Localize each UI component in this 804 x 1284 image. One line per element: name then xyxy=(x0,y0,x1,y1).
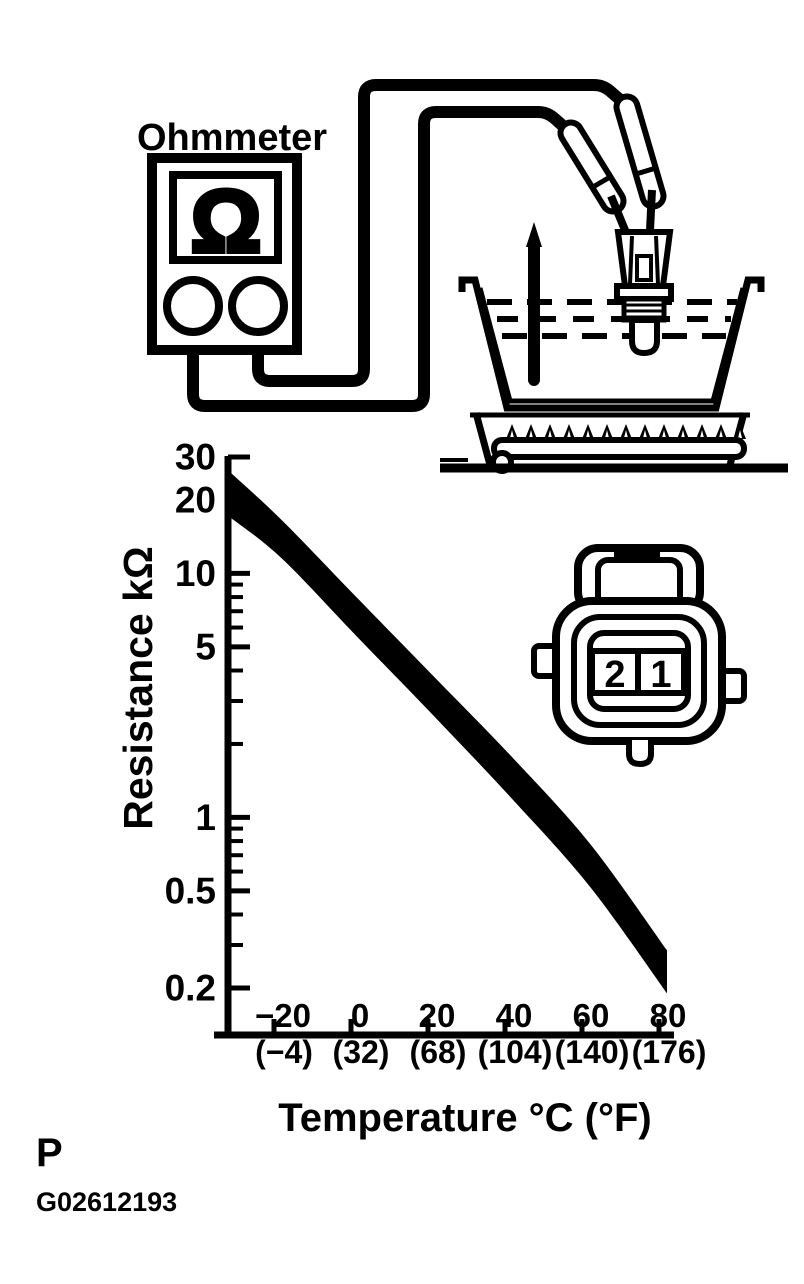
y-tick-label: 0.2 xyxy=(165,967,216,1008)
bath-tub-outline xyxy=(458,276,765,412)
test-probes xyxy=(557,93,667,254)
sensor-probe-tip xyxy=(629,317,660,357)
ohmmeter-display xyxy=(169,171,282,264)
ohmmeter-label: Ohmmeter xyxy=(137,117,327,159)
probe-right-body xyxy=(619,99,661,204)
flame-core xyxy=(605,430,609,438)
stand-leg-left xyxy=(472,412,494,466)
flame-core xyxy=(738,430,742,438)
y-tick-label: 10 xyxy=(175,553,216,594)
flame-core xyxy=(719,430,723,438)
chart-band-layer xyxy=(230,472,667,994)
ohmmeter: Ohmmeter Ω xyxy=(137,117,327,355)
wire-left-port xyxy=(187,106,575,412)
flame-core xyxy=(700,430,704,438)
y-tick-label: 0.5 xyxy=(165,870,216,911)
probe-left-body xyxy=(563,125,621,209)
flame-core xyxy=(681,430,685,438)
connector-inner-ring xyxy=(571,614,707,728)
connector-tab-bottom xyxy=(626,740,654,768)
sensor-cup-inner-left xyxy=(628,235,634,285)
y-tick-label: 1 xyxy=(195,797,216,838)
figure-code: G02612193 xyxy=(36,1187,177,1217)
x-tick-label-f: (176) xyxy=(632,1034,707,1070)
x-tick-label-f: (32) xyxy=(333,1034,390,1070)
water-bath xyxy=(440,222,788,474)
flame-core xyxy=(510,430,514,438)
burner-flames xyxy=(506,424,746,439)
x-tick-label-f: (104) xyxy=(478,1034,553,1070)
wire-right-port xyxy=(252,79,629,387)
x-tick-label-c: 20 xyxy=(419,997,456,1034)
x-tick-label-c: 40 xyxy=(496,997,533,1034)
y-minor-ticks xyxy=(228,582,243,947)
x-tick-labels-celsius: −20 0 20 40 60 80 xyxy=(255,997,686,1034)
x-tick-label-c: 80 xyxy=(650,997,687,1034)
x-tick-label-f: (−4) xyxy=(255,1034,313,1070)
flame-core xyxy=(567,430,571,438)
y-tick-label: 5 xyxy=(195,626,216,667)
x-ticks xyxy=(271,1019,662,1037)
connector-latch-button xyxy=(614,550,660,560)
probe-left-collar xyxy=(591,174,612,190)
bath-tub-inner-wall xyxy=(477,287,746,404)
flame-core xyxy=(548,430,552,438)
x-tick-labels-fahrenheit: (−4) (32) (68) (104) (140) (176) xyxy=(255,1034,706,1070)
flame-core xyxy=(529,430,533,438)
y-tick-label: 30 xyxy=(175,437,216,478)
x-tick-label-c: 60 xyxy=(573,997,610,1034)
sensor-cup-inner-right xyxy=(654,235,660,285)
connector-face-view: 2 1 xyxy=(531,544,747,768)
resistance-band xyxy=(230,472,667,994)
x-axis-title: Temperature °C (°F) xyxy=(278,1096,652,1140)
connector-pin-1-label: 1 xyxy=(650,654,671,696)
probe-right-collar xyxy=(635,165,657,177)
flame-core xyxy=(662,430,666,438)
flame-core xyxy=(643,430,647,438)
x-tick-label-f: (68) xyxy=(410,1034,467,1070)
x-tick-label-f: (140) xyxy=(555,1034,630,1070)
flame-core xyxy=(586,430,590,438)
ohmmeter-wires xyxy=(187,79,629,412)
burner-stand xyxy=(440,412,788,474)
connector-pin-2-label: 2 xyxy=(604,654,625,696)
ohmmeter-knob-left-icon xyxy=(163,276,223,336)
sensor-cup-inner-rect xyxy=(635,254,653,282)
x-tick-label-c: 0 xyxy=(351,997,369,1034)
page-letter: P xyxy=(36,1131,63,1175)
connector-pin-box-1 xyxy=(635,648,687,696)
flame-core xyxy=(624,430,628,438)
burner-tube xyxy=(491,437,747,460)
temperature-sensor xyxy=(614,229,674,357)
y-axis-title: Resistance kΩ xyxy=(115,546,161,830)
y-tick-label: 20 xyxy=(175,479,216,520)
omega-symbol-icon: Ω xyxy=(191,172,262,271)
ohmmeter-knob-right-icon xyxy=(228,276,288,336)
y-ticks xyxy=(228,454,250,991)
x-tick-label-c: −20 xyxy=(255,997,311,1034)
